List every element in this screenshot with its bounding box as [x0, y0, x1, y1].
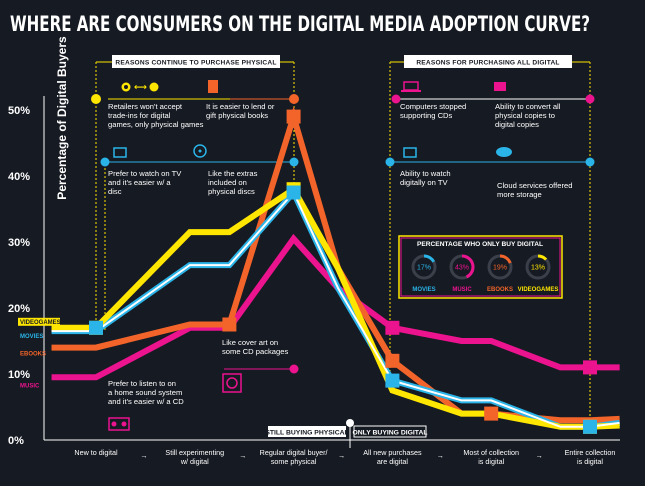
donut-label: EBOOKS [487, 287, 513, 293]
y-tick-label: 10% [8, 369, 30, 381]
series-label-music: MUSIC [20, 383, 40, 389]
note-cloud: Cloud services offered more storage [497, 181, 575, 199]
series-line-movies-highlight [51, 190, 620, 428]
marker-ebooks [484, 406, 499, 421]
band-physical: REASONS CONTINUE TO PURCHASE PHYSICAL [96, 55, 294, 68]
note-trade-ins: Retailers won't accept trade-ins for dig… [108, 102, 204, 129]
donut-arc-ebooks [487, 254, 513, 280]
only-digital-items: 17% MOVIES 43% MUSIC 19% EBOOKS 13% VIDEOGAMES [411, 254, 559, 293]
x-arrow: → [437, 451, 444, 460]
gamepad-icon: ⟷ [91, 82, 159, 104]
x-arrow: → [239, 451, 246, 460]
phase-digital-label: ONLY BUYING DIGITAL [352, 430, 427, 437]
x-tick-label: Regular digital buyer/some physical [260, 448, 328, 466]
boombox-icon [108, 417, 130, 431]
series-line-ebooks [51, 106, 620, 424]
note-home-sound: Prefer to listen to on a home sound syst… [108, 379, 184, 406]
cloud-icon [496, 147, 595, 167]
icons: ⟷ [91, 80, 595, 431]
note-watch-tv: Ability to watch digitally on TV [400, 169, 453, 187]
convert-icon [494, 82, 595, 104]
svg-text:⟷: ⟷ [134, 82, 147, 92]
series-labels: VIDEOGAMES MOVIES EBOOKS MUSIC [18, 317, 61, 389]
x-tick-label: Most of collection is digital [463, 448, 519, 466]
laptop-icon [391, 81, 421, 104]
series-label-bg [18, 317, 60, 326]
band-digital-box [404, 55, 572, 68]
annotation-connectors [108, 98, 590, 370]
note-convert: Ability to convert all physical copies t… [495, 102, 563, 129]
donut-arc-movies [411, 254, 437, 280]
y-tick-label: 50% [8, 105, 30, 117]
marker-ebooks [385, 353, 400, 368]
series-label-movies: MOVIES [20, 334, 43, 340]
x-arrow: → [140, 451, 147, 460]
donut-value: 19% [493, 265, 507, 272]
series-label-videogames: VIDEOGAMES [20, 320, 61, 326]
band-physical-box [112, 55, 280, 68]
marker-movies [89, 320, 103, 335]
note-lend: It is easier to lend or gift physical bo… [206, 102, 277, 120]
note-tv-disc: Prefer to watch on TV and it's easier w/… [108, 169, 183, 196]
x-tick-label: Entire collection is digital [565, 448, 616, 466]
y-tick-label: 40% [8, 171, 30, 183]
note-computers: Computers stopped supporting CDs [400, 102, 468, 120]
donut-label: VIDEOGAMES [518, 287, 559, 293]
marker-movies [286, 185, 301, 200]
phase-physical-label: STILL BUYING PHYSICAL [265, 430, 348, 437]
book-icon [208, 80, 299, 104]
marker-music [583, 360, 597, 375]
disc-icon [193, 144, 299, 167]
x-tick-label: Still experimenting w/ digital [165, 448, 224, 466]
tv-digital-icon [385, 147, 417, 167]
x-tick-labels: New to digital → Still experimenting w/ dig… [74, 448, 615, 466]
donut-value: 17% [417, 265, 431, 272]
chart-title: WHERE ARE CONSUMERS ON THE DIGITAL MEDIA… [10, 12, 590, 36]
series-label-ebooks: EBOOKS [20, 352, 46, 358]
x-tick-label: New to digital [74, 448, 118, 457]
donut-arc-music [449, 254, 475, 280]
x-arrow: → [536, 451, 543, 460]
phase-physical-box [268, 426, 346, 437]
y-tick-label: 20% [8, 303, 30, 315]
band-digital: REASONS FOR PURCHASING ALL DIGITAL [390, 55, 590, 68]
tv-icon [100, 147, 127, 167]
marker-ebooks [222, 317, 237, 332]
donut-label: MUSIC [452, 287, 472, 293]
marker-music [385, 320, 400, 335]
marker-ebooks [286, 109, 301, 124]
series-line-music [51, 233, 620, 381]
marker-movies [583, 419, 597, 434]
only-digital-inner-frame [400, 237, 561, 297]
y-tick-label: 0% [8, 435, 24, 447]
only-digital-title: PERCENTAGE WHO ONLY BUY DIGITAL [417, 241, 543, 248]
marker-movies [385, 373, 400, 388]
y-tick-label: 30% [8, 237, 30, 249]
band-digital-label: REASONS FOR PURCHASING ALL DIGITAL [416, 60, 559, 67]
x-arrow: → [338, 451, 345, 460]
phase-labels: STILL BUYING PHYSICAL ONLY BUYING DIGITA… [265, 419, 428, 448]
donut-value: 43% [455, 265, 469, 272]
only-digital-frame [398, 235, 563, 299]
x-tick-label: All new purchases are digital [363, 448, 422, 466]
y-tick-labels: 0% 10% 20% 30% 40% 50% [8, 105, 30, 447]
donut-value: 13% [531, 265, 545, 272]
donut-arc-videogames [525, 254, 551, 280]
annotations: Retailers won't accept trade-ins for dig… [108, 102, 575, 406]
note-extras: Like the extras included on physical dis… [208, 169, 260, 196]
only-digital-box: PERCENTAGE WHO ONLY BUY DIGITAL 17% MOVIE… [398, 235, 563, 299]
series-lines [51, 106, 621, 430]
cd-icon [222, 364, 299, 393]
y-axis-label: Percentage of Digital Buyers [55, 36, 69, 200]
phase-digital-box [353, 425, 427, 438]
donut-label: MOVIES [412, 287, 435, 293]
band-physical-label: REASONS CONTINUE TO PURCHASE PHYSICAL [115, 60, 276, 67]
series-markers [89, 109, 597, 434]
note-cover-art: Like cover art on some CD packages [222, 338, 288, 356]
